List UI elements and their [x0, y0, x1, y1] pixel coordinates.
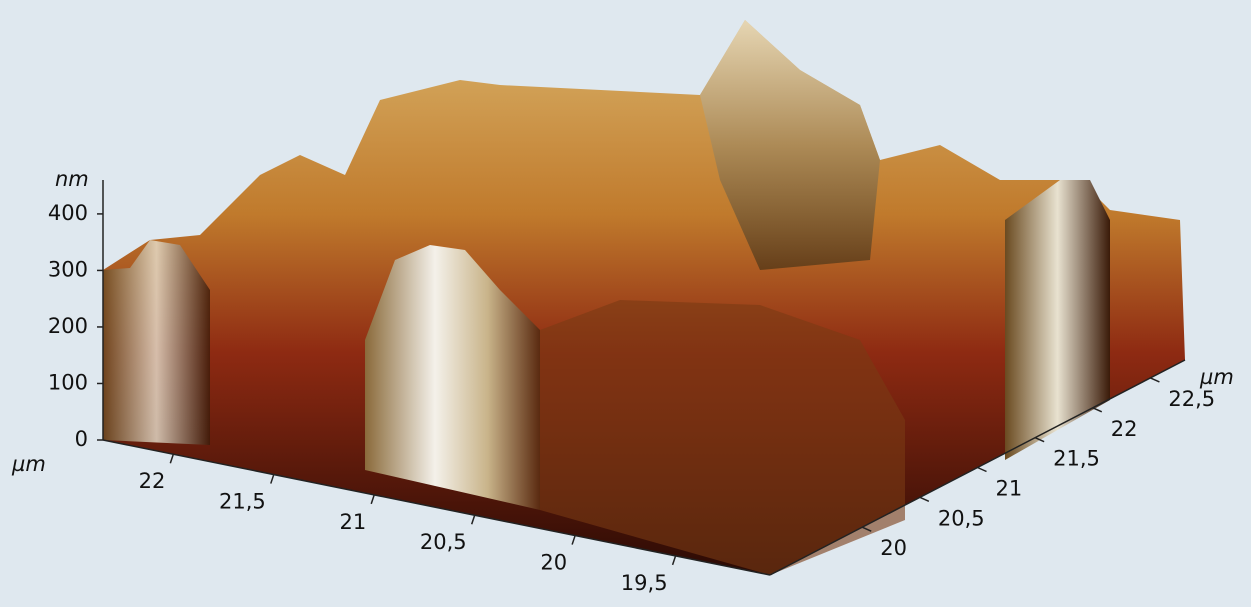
x-tick	[671, 555, 677, 566]
y-tick-label: 20,5	[938, 506, 985, 530]
x-axis-label: µm	[11, 452, 46, 476]
x-tick	[571, 535, 576, 545]
y-tick	[1034, 436, 1045, 443]
z-tick-label: 300	[48, 257, 88, 281]
x-tick	[470, 514, 476, 525]
y-tick-label: 22	[1111, 417, 1138, 441]
x-tick-label: 21	[339, 510, 366, 534]
y-tick	[861, 526, 872, 532]
z-tick-label: 200	[48, 314, 88, 338]
y-tick	[1150, 377, 1160, 383]
z-tick-label: 400	[48, 201, 88, 225]
y-tick-label: 21	[996, 477, 1023, 501]
surface	[103, 20, 1185, 575]
y-tick-label: 22,5	[1168, 387, 1215, 411]
x-tick	[270, 474, 275, 484]
z-tick-label: 0	[75, 427, 88, 451]
x-tick-label: 21,5	[219, 490, 266, 514]
x-tick-label: 20,5	[420, 530, 467, 554]
y-tick-label: 20	[880, 536, 907, 560]
surface-column	[1005, 180, 1110, 460]
x-axis	[102, 439, 771, 576]
x-tick	[370, 494, 375, 505]
x-tick-label: 20	[540, 551, 567, 575]
x-tick	[169, 453, 175, 464]
surface-left-face	[103, 240, 210, 445]
y-tick-label: 21,5	[1053, 447, 1100, 471]
surface-peak	[365, 245, 540, 510]
x-tick-label: 19,5	[621, 571, 668, 595]
y-tick	[977, 466, 987, 473]
z-axis-label: nm	[55, 167, 89, 191]
surface-front	[540, 300, 905, 575]
surface-ridge	[700, 20, 880, 270]
y-tick	[1092, 407, 1103, 413]
x-tick-label: 22	[139, 469, 166, 493]
z-tick-label: 100	[48, 370, 88, 394]
y-tick	[919, 496, 930, 503]
y-axis-label: µm	[1199, 365, 1234, 389]
